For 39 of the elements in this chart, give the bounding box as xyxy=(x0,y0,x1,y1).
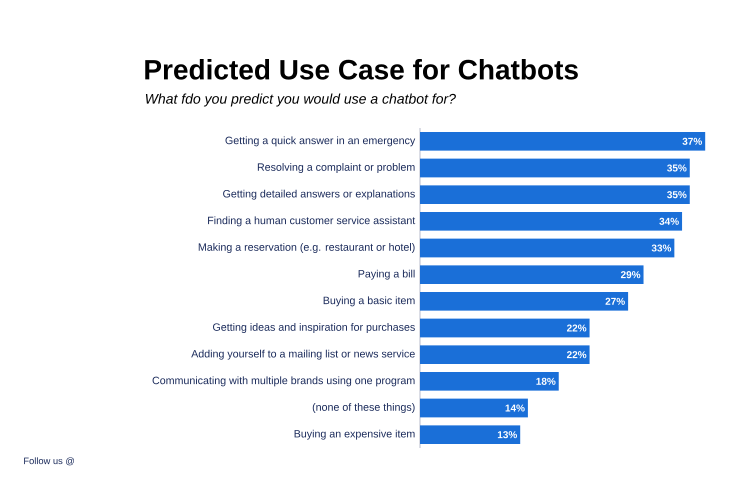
bar xyxy=(420,425,520,444)
data-label: 18% xyxy=(536,378,556,385)
bar xyxy=(420,158,690,178)
y-tick-label: Getting a quick answer in an emergency xyxy=(226,136,416,146)
data-label: 22% xyxy=(566,351,586,358)
chart-title: Predicted Use Case for Chatbots xyxy=(145,59,578,80)
data-label: 35% xyxy=(667,164,687,172)
y-tick-label: Buying an expensive item xyxy=(294,430,415,440)
bar xyxy=(420,212,682,231)
text: Follow us @ xyxy=(24,457,74,466)
data-label: 13% xyxy=(498,431,517,438)
bar xyxy=(420,345,590,364)
y-tick-label: Buying a basic item xyxy=(324,296,415,306)
text: What fdo you predict you would use a chatbot for? xyxy=(146,93,456,107)
bar xyxy=(420,185,690,204)
y-tick-label: Making a reservation (e.g. restaurant or hotel) xyxy=(198,243,415,253)
bar xyxy=(420,318,590,338)
data-label: 29% xyxy=(620,271,640,278)
data-label: 34% xyxy=(659,218,679,225)
data-label: 33% xyxy=(652,244,672,252)
y-tick-label: Getting detailed answers or explanations xyxy=(223,190,415,200)
data-label: 35% xyxy=(667,191,687,198)
y-tick-label: Resolving a complaint or problem xyxy=(258,163,415,173)
bar xyxy=(420,238,674,258)
y-tick-label: Finding a human customer service assistant xyxy=(208,216,416,226)
bar xyxy=(420,265,644,284)
y-tick-label: (none of these things) xyxy=(312,403,415,413)
bar xyxy=(420,132,706,151)
y-tick-label: Getting ideas and inspiration for purchases xyxy=(213,323,415,333)
data-label: 27% xyxy=(606,298,625,305)
data-label: 37% xyxy=(682,138,702,145)
data-label: 22% xyxy=(566,324,586,332)
data-label: 14% xyxy=(506,404,525,412)
y-tick-label: Communicating with multiple brands using one program xyxy=(152,376,415,386)
bar xyxy=(420,398,528,418)
y-tick-label: Adding yourself to a mailing list or news service xyxy=(191,350,415,360)
bar xyxy=(420,372,559,391)
bar xyxy=(420,292,628,311)
y-tick-label: Paying a bill xyxy=(358,270,415,280)
